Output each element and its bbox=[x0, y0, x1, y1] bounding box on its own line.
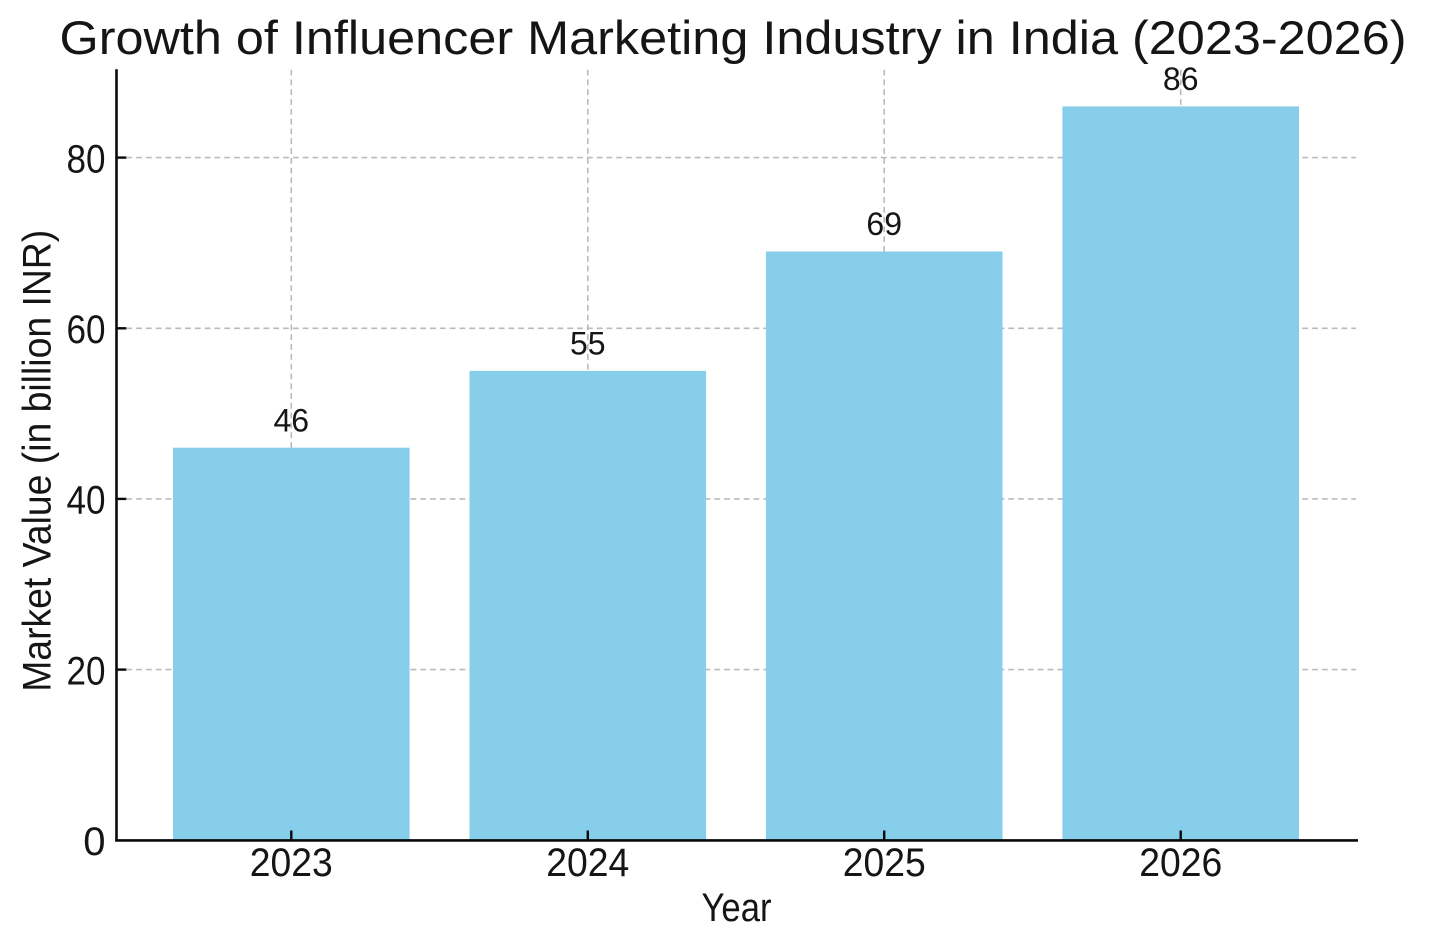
svg-text:46: 46 bbox=[274, 402, 310, 438]
svg-text:Market Value (in billion INR): Market Value (in billion INR) bbox=[16, 230, 60, 692]
svg-text:40: 40 bbox=[67, 479, 106, 523]
svg-text:Year: Year bbox=[702, 886, 772, 930]
svg-text:2025: 2025 bbox=[843, 841, 926, 885]
svg-text:2024: 2024 bbox=[546, 841, 629, 885]
svg-text:69: 69 bbox=[866, 206, 902, 242]
svg-text:Growth of Influencer Marketing: Growth of Influencer Marketing Industry … bbox=[60, 11, 1407, 64]
svg-text:20: 20 bbox=[67, 649, 106, 693]
svg-text:60: 60 bbox=[67, 308, 106, 352]
svg-text:80: 80 bbox=[67, 137, 106, 181]
svg-text:86: 86 bbox=[1163, 61, 1199, 97]
svg-text:0: 0 bbox=[83, 820, 105, 864]
svg-text:55: 55 bbox=[570, 326, 606, 362]
svg-text:2026: 2026 bbox=[1139, 841, 1222, 885]
svg-text:2023: 2023 bbox=[250, 841, 333, 885]
